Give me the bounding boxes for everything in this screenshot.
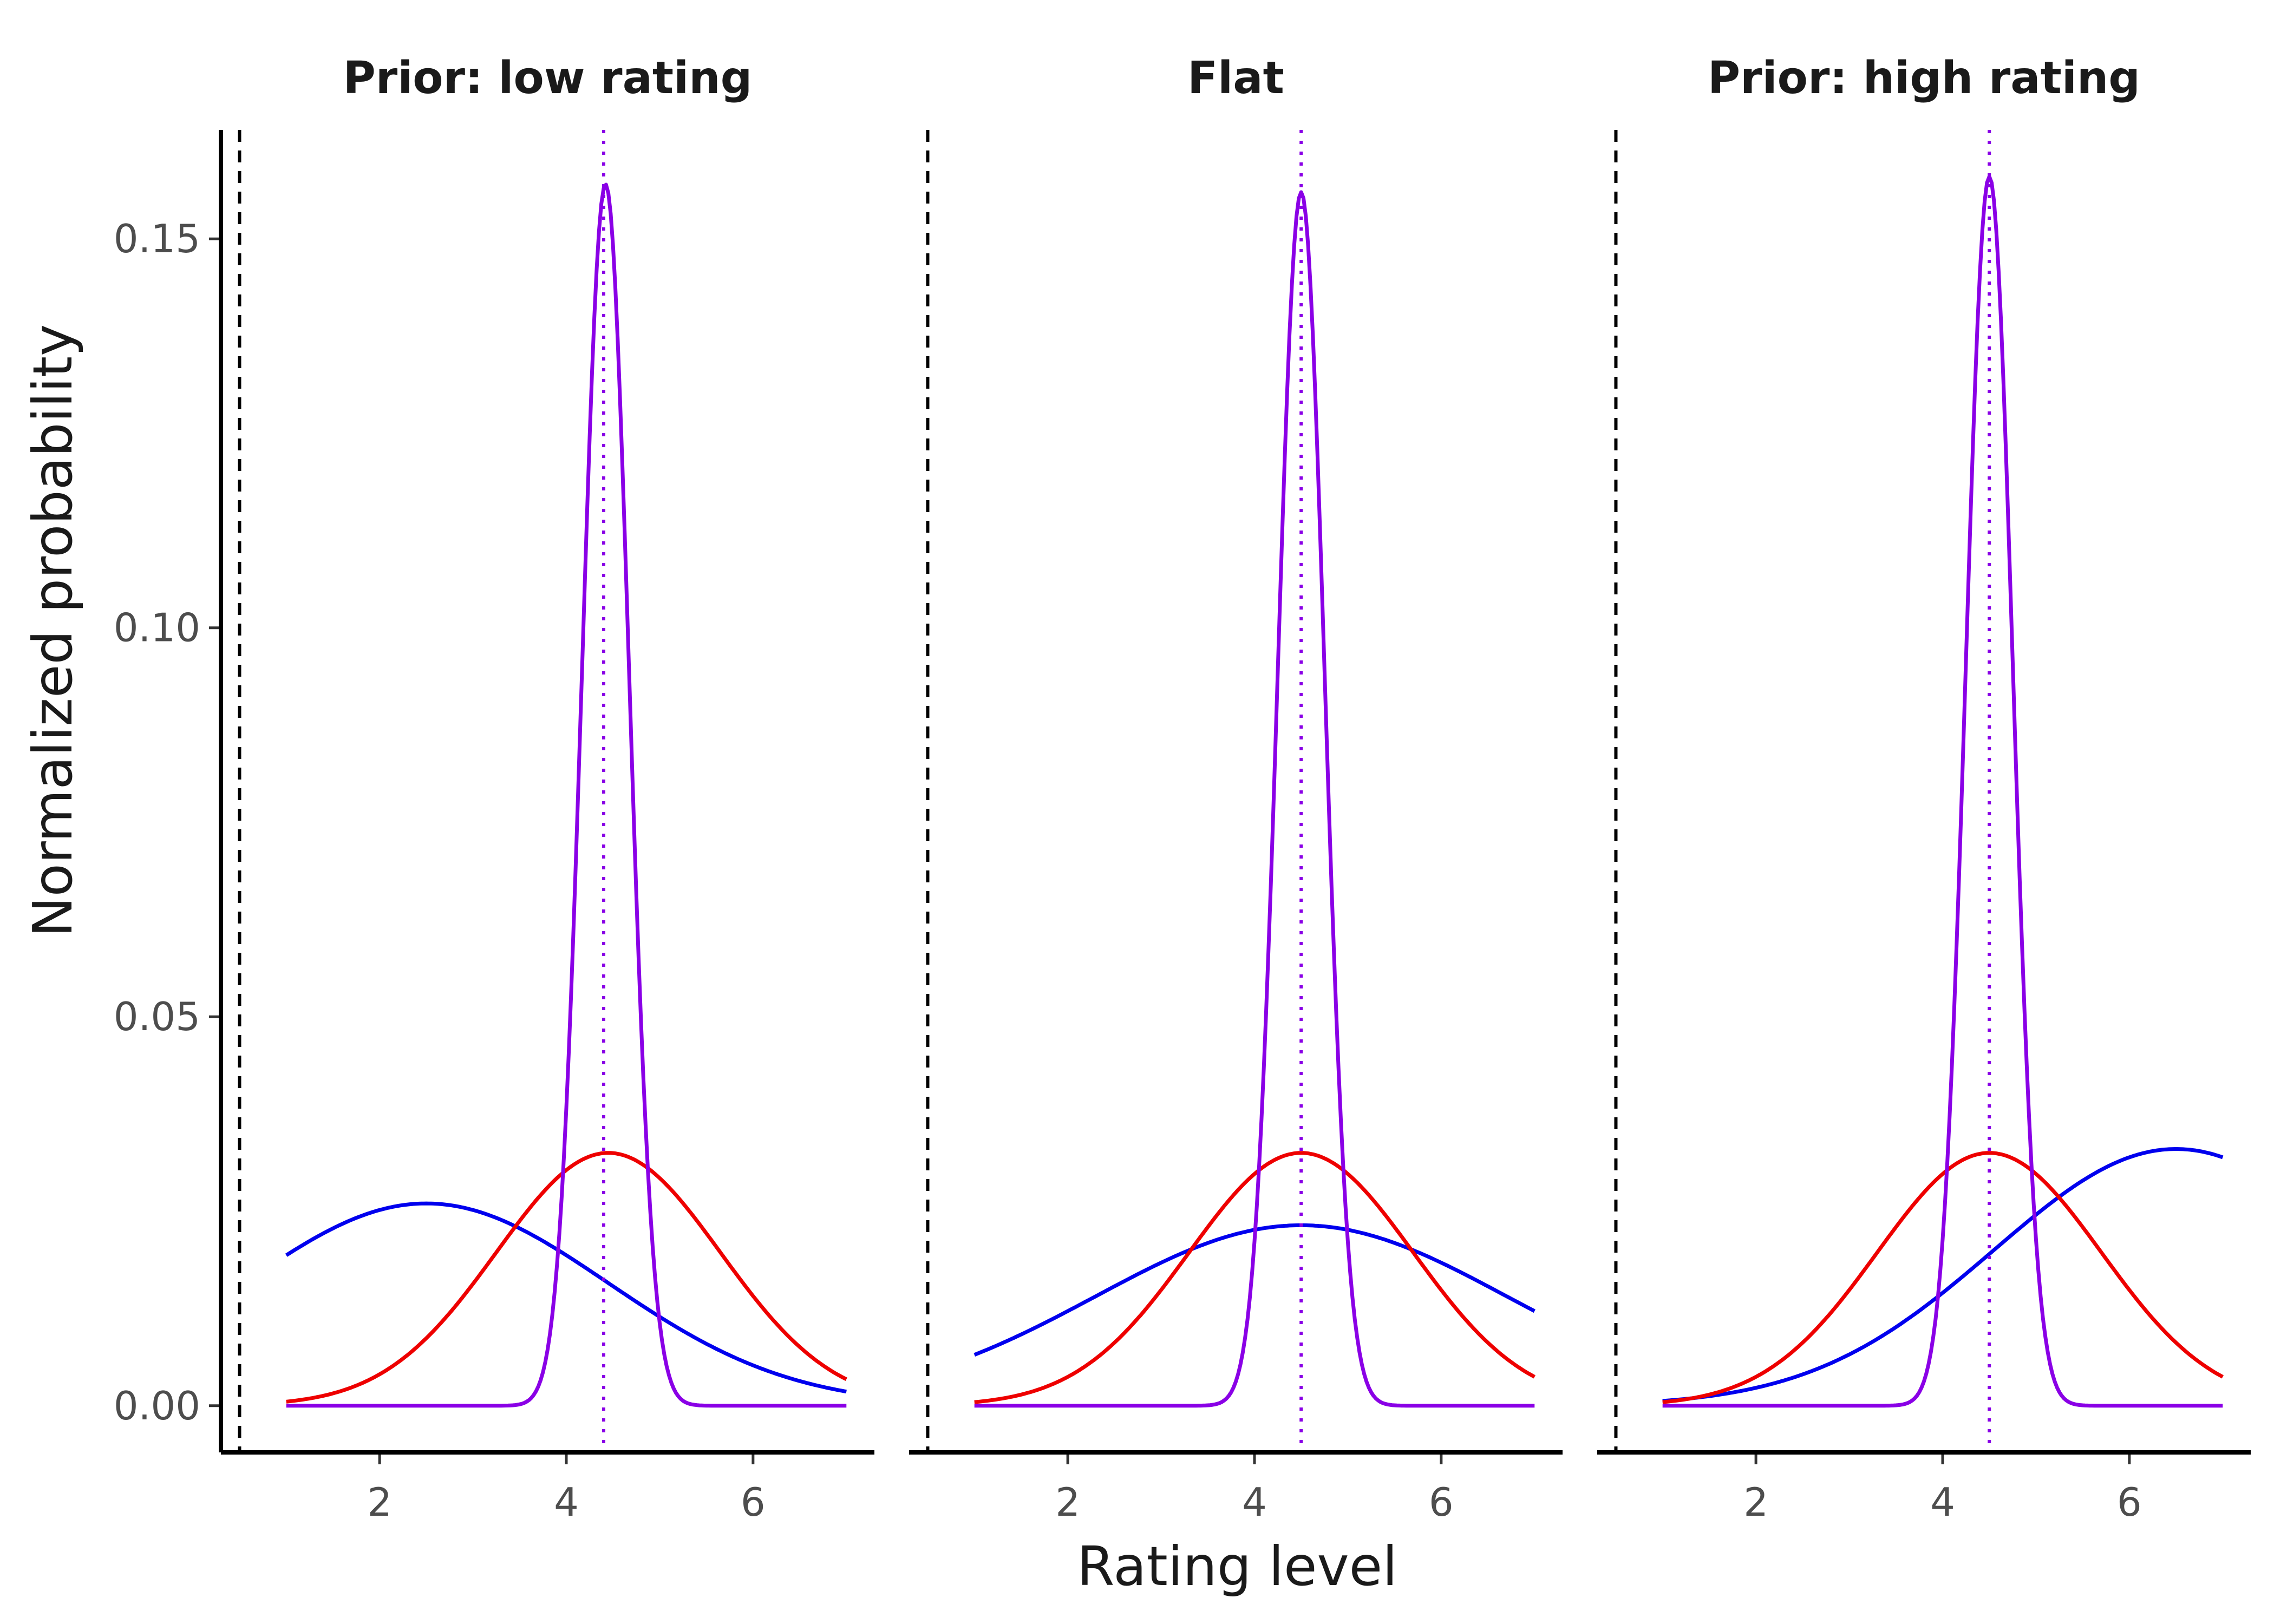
y-tick-label: 0.05 [114, 994, 200, 1039]
panels-layer: Prior: low rating 2 4 6 0.00 0.05 0.10 0.15 Flat… [114, 53, 2251, 1525]
x-tick-label: 2 [1743, 1479, 1768, 1525]
facet-panel-3: Prior: high rating 2 4 6 [1597, 53, 2251, 1525]
y-tick-label: 0.00 [114, 1383, 200, 1429]
facet-panel-1: Prior: low rating 2 4 6 0.00 0.05 0.10 0.15 [114, 53, 874, 1525]
y-axis-title: Normalized probability [21, 324, 84, 937]
series-curve-2 [286, 1151, 847, 1404]
series-curve-3 [974, 190, 1535, 1408]
x-tick-label: 6 [2117, 1479, 2142, 1525]
series-curve-2 [1662, 1151, 2224, 1404]
x-tick-label: 6 [741, 1479, 766, 1525]
panel-title: Prior: high rating [1708, 53, 2140, 104]
series-curve-2 [974, 1151, 1536, 1404]
x-tick-label: 4 [1242, 1479, 1267, 1525]
facet-panel-2: Flat 2 4 6 [909, 53, 1563, 1525]
series-curve-3 [286, 182, 847, 1408]
x-axis-title: Rating level [1077, 1535, 1397, 1598]
panel-title: Flat [1187, 53, 1284, 104]
y-tick-label: 0.10 [114, 605, 200, 651]
y-tick-label: 0.15 [114, 216, 200, 261]
x-tick-label: 4 [1930, 1479, 1955, 1525]
series-curve-1 [1662, 1147, 2224, 1403]
series-curve-1 [285, 1201, 847, 1394]
panel-title: Prior: low rating [343, 53, 753, 104]
x-tick-label: 2 [367, 1479, 392, 1525]
series-curve-3 [1662, 174, 2223, 1408]
x-tick-label: 4 [554, 1479, 579, 1525]
x-tick-label: 6 [1429, 1479, 1454, 1525]
x-tick-label: 2 [1055, 1479, 1080, 1525]
